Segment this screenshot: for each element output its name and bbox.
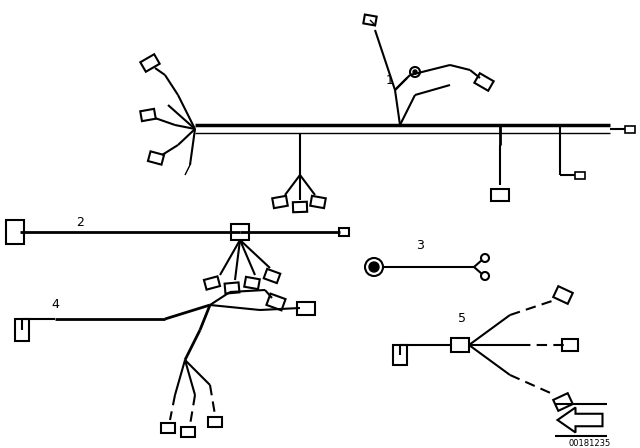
Bar [451,338,469,352]
Bar [148,151,164,165]
Bar [339,228,349,236]
Bar [562,339,578,351]
Bar [553,393,573,411]
Bar [297,302,315,314]
Bar [231,224,249,240]
Bar [204,276,220,290]
Bar [264,269,280,283]
Bar [575,172,585,178]
Bar [225,282,239,293]
Circle shape [369,262,379,272]
Bar [474,73,493,91]
Text: 5: 5 [458,311,466,324]
Bar [625,125,635,133]
Bar [244,277,260,289]
Bar [393,345,407,365]
Bar [161,423,175,433]
Bar [15,319,29,341]
Bar [266,293,285,310]
Bar [6,220,24,244]
Text: 1: 1 [386,73,394,86]
Bar [310,196,326,208]
Text: 3: 3 [416,238,424,251]
Circle shape [413,70,417,74]
Bar [491,189,509,201]
Bar [293,202,307,212]
Polygon shape [557,408,602,432]
Text: 2: 2 [76,215,84,228]
Text: 4: 4 [51,298,59,311]
Bar [140,54,159,72]
Bar [553,286,573,304]
Bar [272,196,288,208]
Bar [208,417,222,427]
Text: 00181235: 00181235 [569,439,611,448]
Bar [181,427,195,437]
Bar [364,14,377,26]
Bar [140,109,156,121]
